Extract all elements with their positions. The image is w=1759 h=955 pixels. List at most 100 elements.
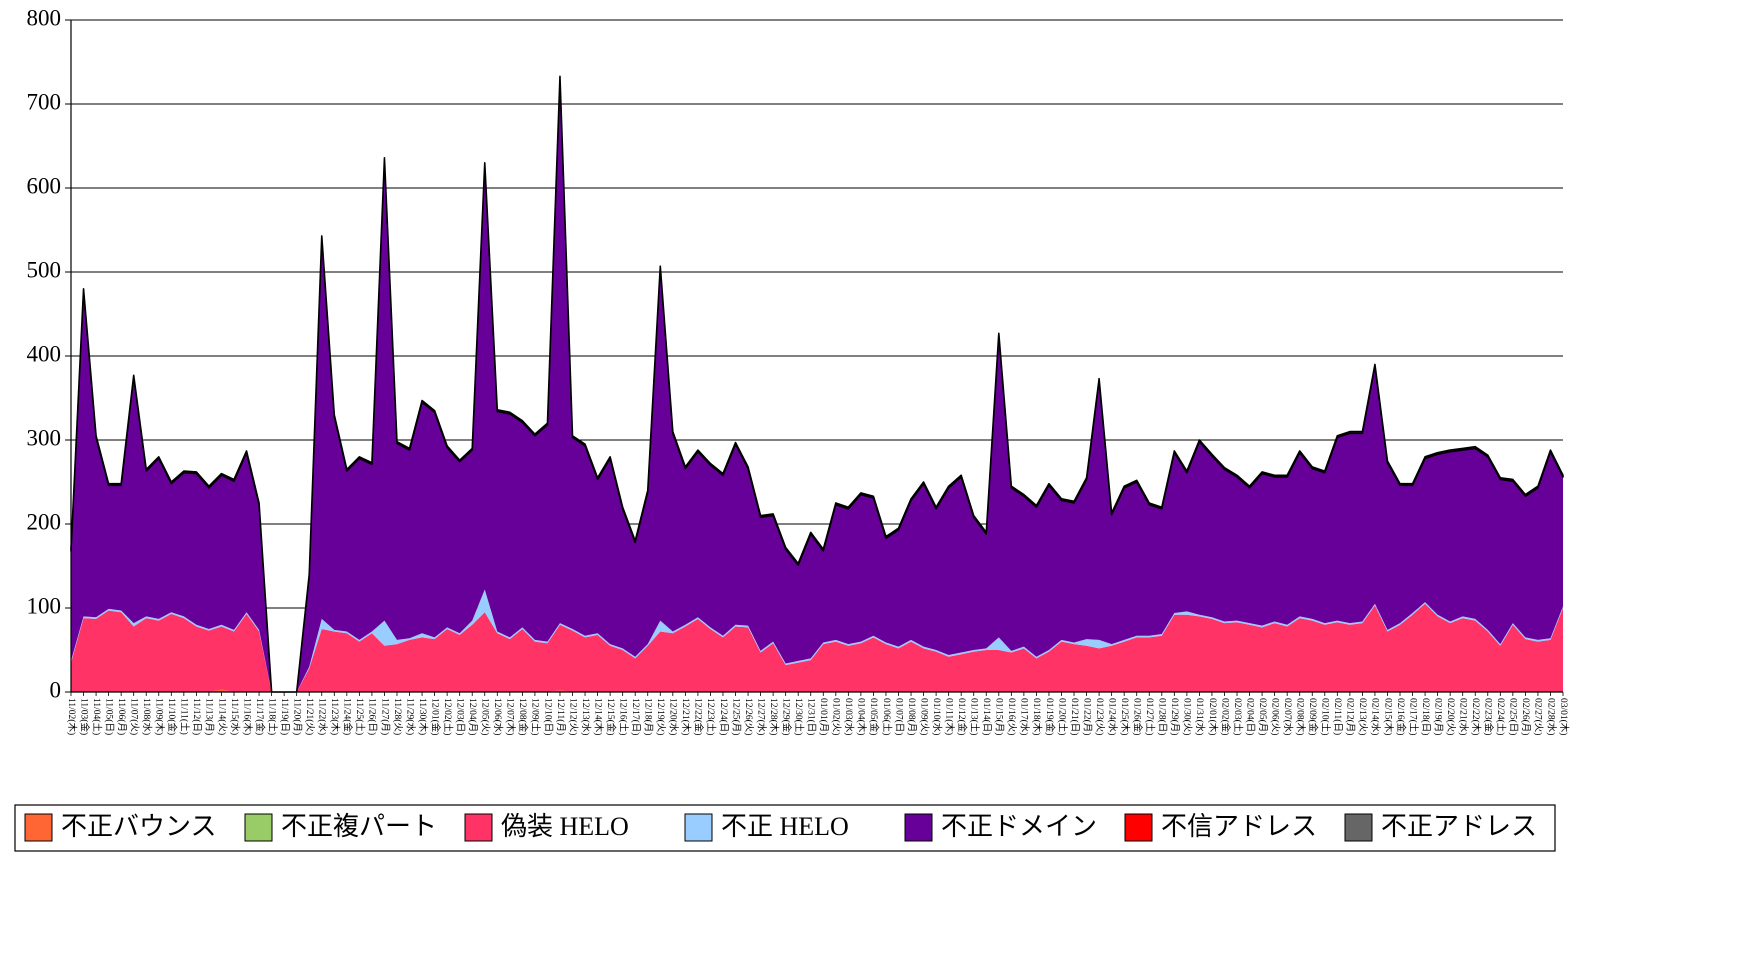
legend-swatch bbox=[464, 813, 493, 842]
x-tick-label: 12/13(水) bbox=[580, 698, 592, 735]
y-tick-label: 800 bbox=[27, 5, 62, 30]
x-tick-label: 11/13(月) bbox=[204, 698, 215, 735]
x-tick-label: 02/17(土) bbox=[1407, 698, 1419, 735]
x-tick-label: 02/20(火) bbox=[1445, 698, 1456, 735]
x-tick-label: 12/03(日) bbox=[454, 698, 465, 735]
x-tick-label: 11/20(月) bbox=[291, 698, 302, 735]
legend-label: 不正ドメイン bbox=[941, 812, 1097, 841]
x-tick-label: 12/29(金) bbox=[780, 698, 792, 735]
legend-swatch bbox=[904, 813, 933, 842]
x-tick-label: 12/22(金) bbox=[693, 698, 705, 735]
x-tick-label: 02/16(金) bbox=[1395, 698, 1407, 735]
x-tick-label: 01/29(月) bbox=[1169, 698, 1180, 735]
x-tick-label: 12/06(水) bbox=[492, 698, 504, 735]
legend-label: 不信アドレス bbox=[1161, 812, 1317, 841]
x-tick-label: 01/23(火) bbox=[1094, 698, 1105, 735]
y-tick-label: 600 bbox=[27, 173, 62, 198]
x-tick-label: 01/10(水) bbox=[931, 698, 943, 735]
x-tick-label: 11/25(土) bbox=[354, 698, 366, 735]
legend-label: 不正 HELO bbox=[721, 812, 849, 841]
x-tick-label: 01/04(木) bbox=[856, 698, 868, 735]
x-tick-label: 02/26(月) bbox=[1520, 698, 1531, 735]
x-tick-label: 12/25(月) bbox=[730, 698, 741, 735]
legend-swatch bbox=[244, 813, 273, 842]
x-tick-label: 11/07(火) bbox=[129, 698, 140, 735]
x-tick-label: 01/12(金) bbox=[956, 698, 968, 735]
x-tick-label: 01/20(土) bbox=[1056, 698, 1068, 735]
x-tick-label: 02/08(木) bbox=[1295, 698, 1307, 735]
x-tick-label: 02/06(火) bbox=[1269, 698, 1280, 735]
x-tick-label: 02/23(金) bbox=[1483, 698, 1495, 735]
x-tick-label: 12/23(土) bbox=[705, 698, 717, 735]
y-tick-label: 100 bbox=[27, 593, 62, 618]
x-tick-label: 02/25(日) bbox=[1508, 698, 1519, 735]
x-tick-label: 01/09(火) bbox=[918, 698, 929, 735]
x-tick-label: 11/19(日) bbox=[279, 698, 290, 735]
x-tick-label: 01/17(水) bbox=[1019, 698, 1031, 735]
legend-swatch bbox=[684, 813, 713, 842]
area bbox=[71, 77, 1563, 692]
x-tick-label: 02/21(水) bbox=[1458, 698, 1470, 735]
x-tick-label: 11/11(土) bbox=[179, 698, 191, 735]
x-tick-label: 11/09(木) bbox=[154, 698, 166, 735]
x-tick-label: 11/24(金) bbox=[342, 698, 354, 735]
x-tick-label: 02/28(水) bbox=[1545, 698, 1557, 735]
x-tick-label: 12/05(火) bbox=[480, 698, 491, 735]
x-tick-label: 01/27(土) bbox=[1144, 698, 1156, 735]
x-tick-label: 01/14(日) bbox=[981, 698, 992, 735]
legend-label: 不正複パート bbox=[281, 812, 437, 841]
x-tick-label: 11/02(木) bbox=[66, 698, 78, 735]
x-tick-label: 11/04(土) bbox=[91, 698, 103, 735]
x-tick-label: 01/16(火) bbox=[1006, 698, 1017, 735]
x-tick-label: 11/12(日) bbox=[191, 698, 202, 735]
y-tick-label: 200 bbox=[27, 509, 62, 534]
x-tick-label: 01/21(日) bbox=[1069, 698, 1080, 735]
x-tick-label: 01/06(土) bbox=[881, 698, 893, 735]
x-tick-label: 02/12(月) bbox=[1345, 698, 1356, 735]
x-tick-label: 11/05(日) bbox=[103, 698, 114, 735]
x-tick-label: 12/17(日) bbox=[630, 698, 641, 735]
x-tick-label: 01/25(木) bbox=[1119, 698, 1131, 735]
x-tick-label: 11/26(日) bbox=[367, 698, 378, 735]
x-tick-label: 11/03(金) bbox=[78, 698, 90, 735]
x-tick-label: 11/08(水) bbox=[141, 698, 153, 735]
x-tick-label: 02/04(日) bbox=[1244, 698, 1255, 735]
legend-label: 偽装 HELO bbox=[501, 812, 629, 841]
x-tick-label: 02/10(土) bbox=[1320, 698, 1332, 735]
legend-swatch bbox=[1344, 813, 1373, 842]
y-tick-label: 0 bbox=[50, 677, 62, 702]
x-tick-label: 11/06(月) bbox=[116, 698, 127, 735]
x-tick-label: 11/17(金) bbox=[254, 698, 266, 735]
x-tick-label: 12/14(木) bbox=[592, 698, 604, 735]
x-tick-label: 12/27(水) bbox=[755, 698, 767, 735]
x-tick-label: 02/18(日) bbox=[1420, 698, 1431, 735]
x-tick-label: 12/16(土) bbox=[617, 698, 629, 735]
area bbox=[71, 603, 1563, 692]
legend-label: 不正バウンス bbox=[61, 812, 216, 841]
x-tick-label: 02/11(日) bbox=[1332, 698, 1343, 735]
x-tick-label: 11/15(水) bbox=[229, 698, 241, 735]
x-tick-label: 01/19(金) bbox=[1044, 698, 1056, 735]
x-tick-label: 12/11(月) bbox=[555, 698, 566, 735]
x-tick-label: 02/07(水) bbox=[1282, 698, 1294, 735]
x-tick-label: 12/18(月) bbox=[643, 698, 654, 735]
area bbox=[70, 75, 1564, 693]
x-tick-label: 01/11(木) bbox=[943, 698, 955, 735]
x-tick-label: 01/24(水) bbox=[1106, 698, 1118, 735]
x-tick-label: 11/14(火) bbox=[216, 698, 227, 735]
x-tick-label: 12/31(日) bbox=[806, 698, 817, 735]
y-tick-label: 700 bbox=[27, 89, 62, 114]
x-tick-label: 12/28(木) bbox=[768, 698, 780, 735]
x-tick-label: 12/24(日) bbox=[718, 698, 729, 735]
x-tick-label: 02/05(月) bbox=[1257, 698, 1268, 735]
x-tick-label: 01/30(火) bbox=[1182, 698, 1193, 735]
x-tick-label: 12/26(火) bbox=[743, 698, 754, 735]
x-tick-label: 11/30(木) bbox=[417, 698, 429, 735]
y-tick-label: 300 bbox=[27, 425, 62, 450]
x-tick-label: 11/18(土) bbox=[266, 698, 278, 735]
x-tick-label: 02/09(金) bbox=[1307, 698, 1319, 735]
x-tick-label: 02/13(火) bbox=[1357, 698, 1368, 735]
x-tick-label: 11/21(火) bbox=[304, 698, 315, 735]
x-tick-label: 12/19(火) bbox=[655, 698, 666, 735]
